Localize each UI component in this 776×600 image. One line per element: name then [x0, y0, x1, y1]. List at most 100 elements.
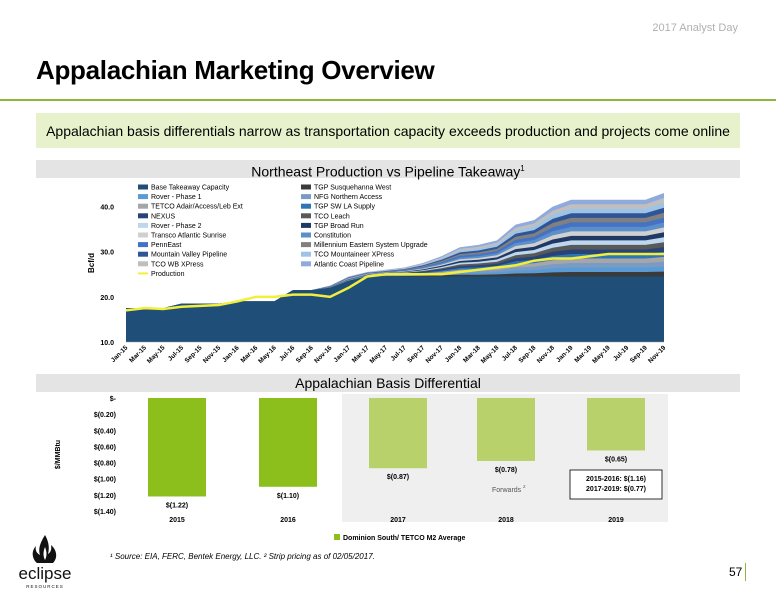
legend-label: NFG Northern Access — [314, 194, 383, 201]
x-tick-label: Nov-15 — [202, 344, 223, 365]
y-tick-label: $(1.40) — [94, 509, 116, 516]
x-tick-label: May-17 — [369, 344, 390, 365]
basis-bar — [369, 398, 427, 469]
bar-value-label: $(0.87) — [387, 474, 409, 481]
bar-value-label: $(0.65) — [605, 456, 627, 463]
production-takeaway-chart: 10.0 20.0 30.0 40.0 Bcf/d Jan-15Mar-15May-15… — [87, 184, 668, 365]
page-number-divider — [745, 563, 746, 581]
legend-swatch — [301, 232, 311, 238]
base-takeaway-area — [126, 276, 664, 342]
event-label: 2017 Analyst Day — [652, 22, 738, 34]
x-tick-label: Mar-17 — [351, 344, 371, 364]
y-tick-label: 40.0 — [100, 205, 114, 212]
x-tick-label: Jan-18 — [444, 344, 464, 364]
legend-swatch — [138, 184, 148, 190]
legend-swatch — [301, 242, 311, 248]
legend-swatch — [301, 213, 311, 219]
legend-label: NEXUS — [151, 213, 175, 220]
x-tick-label: Sep-18 — [517, 344, 537, 364]
x-tick-label: Jan-16 — [221, 344, 241, 364]
x-tick-label: Jan-17 — [332, 344, 352, 364]
legend-label: TGP SW LA Supply — [314, 204, 375, 211]
basis-bar — [477, 398, 535, 461]
legend-label: TCO Mountaineer XPress — [314, 252, 395, 259]
legend-swatch — [138, 251, 148, 257]
logo-wordmark: eclipse — [19, 564, 72, 583]
y-tick-label: $- — [110, 396, 117, 403]
eclipse-logo: eclipse RESOURCES — [19, 535, 72, 589]
x-tick-label: Jan-19 — [555, 344, 575, 364]
legend-label: Transco Atlantic Sunrise — [151, 233, 226, 240]
x-category-label: 2019 — [608, 517, 624, 524]
forwards-label: Forwards — [492, 487, 522, 494]
legend-label: Dominion South/ TETCO M2 Average — [343, 535, 465, 542]
summary-line: 2017-2019: $(0.77) — [586, 486, 646, 493]
legend-swatch — [301, 203, 311, 209]
legend-label: TGP Susquehanna West — [314, 185, 391, 192]
x-tick-label: May-15 — [146, 344, 167, 365]
title-divider — [0, 99, 776, 101]
legend-swatch — [138, 261, 148, 267]
forwards-sup: 2 — [523, 484, 526, 489]
x-tick-label: Mar-19 — [573, 344, 593, 364]
footnote: ¹ Source: EIA, FERC, Bentek Energy, LLC.… — [110, 552, 375, 561]
y-tick-label: 20.0 — [100, 295, 114, 302]
x-tick-label: Sep-17 — [406, 344, 426, 364]
legend-swatch — [138, 203, 148, 209]
summary-line: 2015-2016: $(1.16) — [586, 476, 646, 483]
basis-chart-header: Appalachian Basis Differential — [36, 374, 740, 392]
legend-swatch — [301, 251, 311, 257]
bar-value-label: $(1.10) — [277, 493, 299, 500]
x-category-label: 2018 — [498, 517, 514, 524]
y-tick-label: $(1.20) — [94, 493, 116, 500]
x-tick-label: May-16 — [257, 344, 278, 365]
x-category-label: 2017 — [390, 517, 406, 524]
page-number: 57 — [729, 565, 743, 579]
legend-label: Millennium Eastern System Upgrade — [314, 242, 428, 249]
legend-label: TGP Broad Run — [314, 223, 364, 230]
y-tick-label: $(0.80) — [94, 461, 116, 468]
legend-label: Constitution — [314, 233, 351, 240]
legend-label: Atlantic Coast Pipeline — [314, 261, 384, 268]
x-tick-label: Nov-19 — [647, 344, 668, 365]
x-tick-label: Jan-15 — [110, 344, 130, 364]
legend-swatch — [301, 194, 311, 200]
y-tick-label: 10.0 — [100, 340, 114, 347]
logo-flame-inner — [43, 547, 47, 560]
basis-differential-chart: $- $(0.20) $(0.40) $(0.60) $(0.80) $(1.00) $(1… — [55, 394, 668, 542]
bar-value-label: $(0.78) — [495, 467, 517, 474]
basis-bar — [587, 398, 645, 451]
legend-label: Rover - Phase 2 — [151, 223, 202, 230]
legend-label: PennEast — [151, 242, 181, 249]
legend-swatch — [138, 213, 148, 219]
x-tick-label: May-19 — [591, 344, 612, 365]
x-tick-label: Mar-15 — [128, 344, 148, 364]
x-tick-label: Sep-19 — [629, 344, 649, 364]
basis-bar — [148, 398, 206, 497]
logo-subtext: RESOURCES — [26, 584, 64, 589]
summary-banner: Appalachian basis differentials narrow a… — [36, 113, 740, 148]
summary-box — [569, 469, 663, 500]
legend-swatch — [138, 242, 148, 248]
y-axis-label: Bcf/d — [87, 253, 96, 273]
page-title: Appalachian Marketing Overview — [36, 55, 435, 85]
production-chart-title: Northeast Production vs Pipeline Takeawa… — [251, 163, 521, 180]
x-tick-label: Nov-17 — [425, 344, 446, 365]
x-tick-label: May-18 — [480, 344, 501, 365]
production-chart-title-sup: 1 — [520, 164, 525, 173]
y-tick-label: $(0.20) — [94, 412, 116, 419]
legend-label: Mountain Valley Pipeline — [151, 252, 227, 259]
bar-value-label: $(1.22) — [166, 502, 188, 509]
legend-label: Production — [151, 271, 185, 278]
production-line — [125, 252, 664, 312]
x-tick-label: Nov-16 — [313, 344, 334, 365]
legend-swatch — [138, 194, 148, 200]
banner-text: Appalachian basis differentials narrow a… — [46, 122, 730, 139]
legend-label: Base Takeaway Capacity — [151, 185, 230, 192]
y-tick-label: $(1.00) — [94, 477, 116, 484]
legend-swatch — [138, 232, 148, 238]
y-tick-label: 30.0 — [100, 250, 114, 257]
legend-swatch — [301, 222, 311, 228]
y-tick-label: $(0.60) — [94, 444, 116, 451]
x-category-label: 2015 — [169, 517, 185, 524]
